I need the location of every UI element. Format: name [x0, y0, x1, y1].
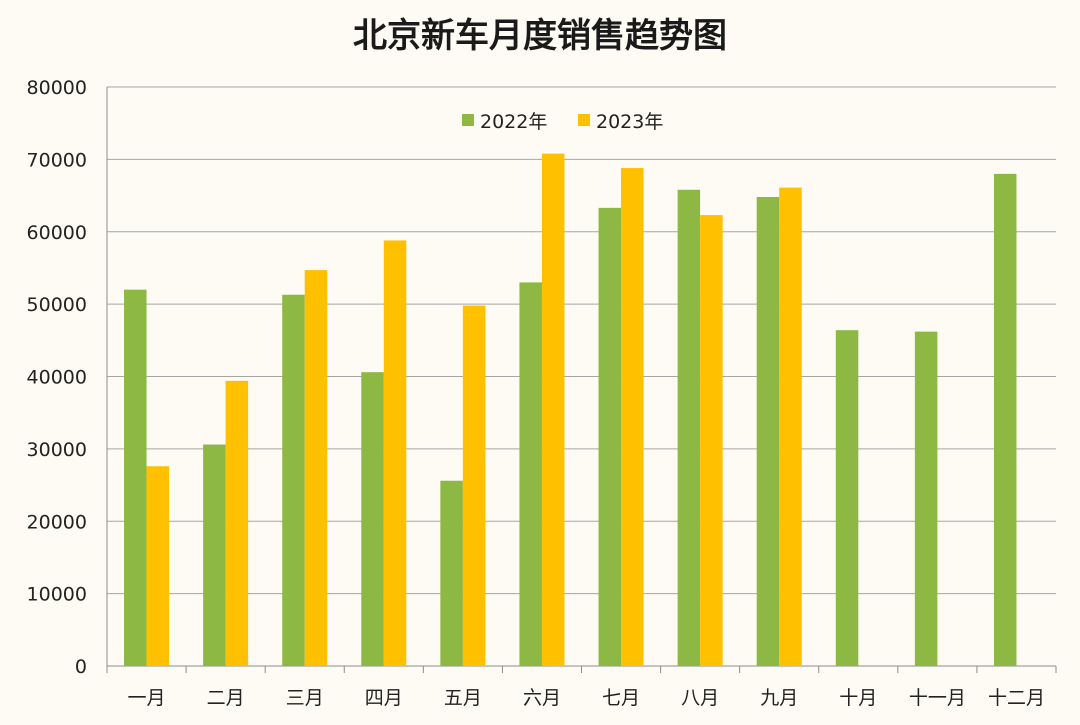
bar-series1: [914, 331, 938, 666]
x-tick-label: 十一月: [909, 687, 966, 709]
x-tick-label: 二月: [207, 687, 245, 709]
y-tick-label: 70000: [27, 149, 87, 171]
bar-series1: [361, 372, 384, 666]
legend-label: 2023年: [596, 111, 663, 133]
bar-series2: [462, 305, 486, 666]
bar-series1: [440, 480, 463, 666]
legend-swatch: [462, 114, 474, 126]
bar-series2: [146, 466, 170, 666]
x-tick-label: 六月: [523, 687, 561, 709]
bar-series2: [225, 380, 249, 666]
bar-series2: [304, 270, 328, 666]
bar-series2: [383, 240, 407, 666]
bar-series1: [993, 173, 1017, 666]
bar-series1: [835, 330, 859, 666]
bar-series2: [621, 168, 644, 666]
x-tick-label: 七月: [602, 687, 640, 709]
x-tick-label: 三月: [286, 687, 324, 709]
bar-series1: [519, 282, 542, 666]
x-tick-label: 十二月: [988, 687, 1045, 709]
legend-label: 2022年: [480, 111, 547, 133]
y-tick-label: 80000: [27, 77, 87, 99]
bar-series1: [282, 294, 305, 666]
y-tick-label: 0: [75, 656, 87, 678]
y-tick-label: 60000: [27, 222, 87, 244]
x-tick-label: 八月: [681, 687, 719, 709]
y-tick-label: 30000: [27, 439, 87, 461]
bar-series1: [677, 189, 701, 666]
bar-series1: [124, 289, 147, 666]
x-tick-label: 一月: [128, 687, 166, 709]
x-tick-label: 十月: [839, 687, 877, 709]
bar-series1: [203, 444, 226, 666]
bar-series1: [598, 207, 622, 666]
bar-series2: [700, 215, 723, 666]
y-tick-label: 40000: [27, 367, 87, 389]
x-tick-label: 九月: [760, 687, 798, 709]
legend-swatch: [578, 114, 590, 126]
bar-series2: [779, 187, 802, 666]
x-tick-label: 五月: [444, 687, 482, 709]
x-tick-label: 四月: [365, 687, 403, 709]
bar-series1: [756, 197, 780, 666]
y-tick-label: 20000: [27, 511, 87, 533]
y-tick-label: 10000: [27, 584, 87, 606]
bar-series2: [541, 153, 565, 666]
chart-title: 北京新车月度销售趋势图: [353, 16, 727, 56]
y-tick-label: 50000: [27, 294, 87, 316]
